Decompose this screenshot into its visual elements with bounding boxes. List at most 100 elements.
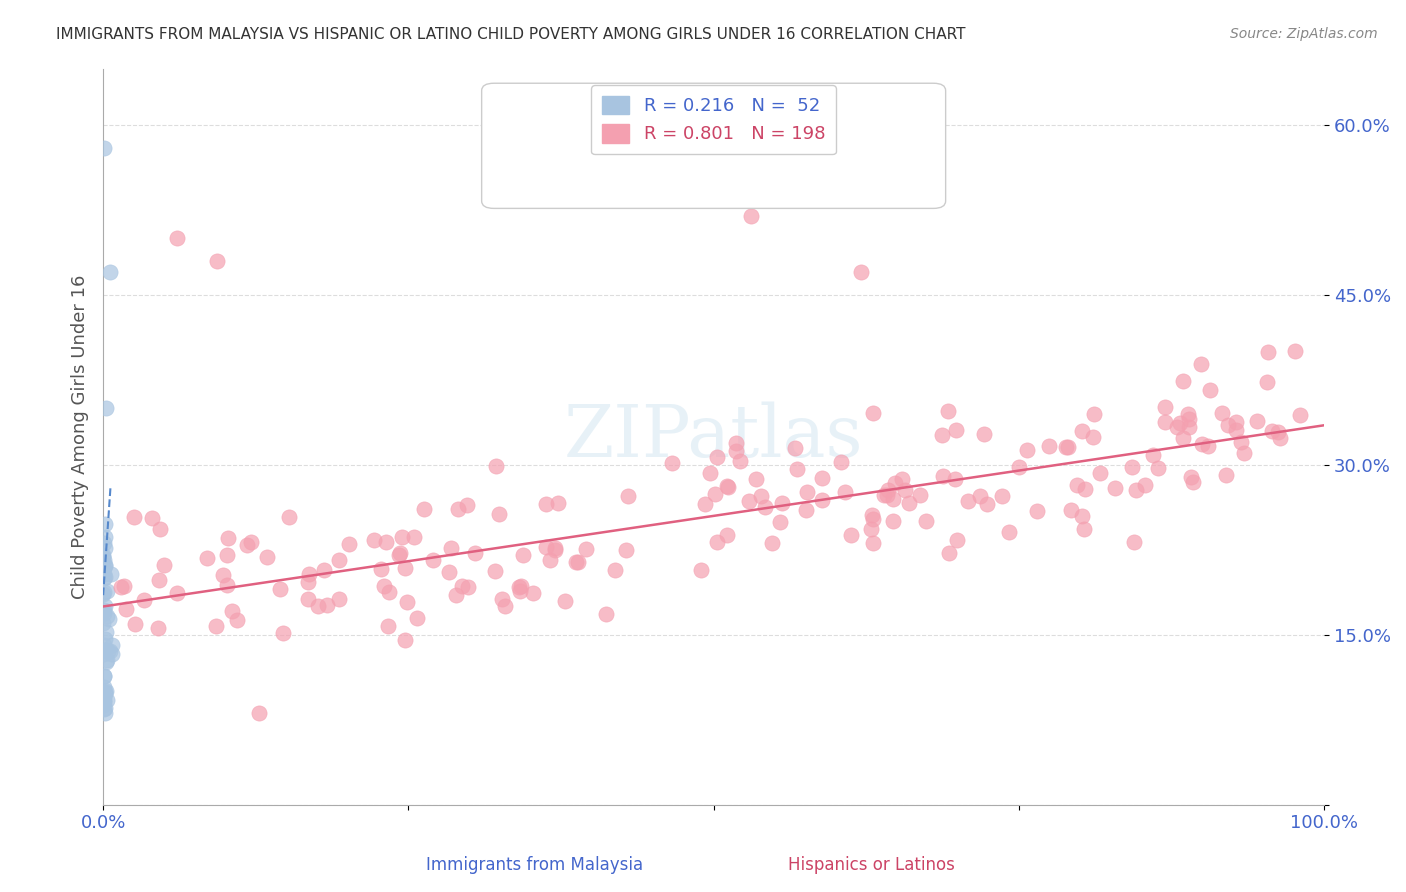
Point [456,498,478,512]
Point [717,480,740,494]
Point [93,669,115,683]
Point [1083,407,1105,421]
Point [96,693,118,707]
Point [834,485,856,500]
Point [337,537,360,551]
Point [215,578,238,592]
Point [725,443,748,458]
Point [661,456,683,470]
Point [388,546,411,560]
Point [97,644,120,658]
Point [141,510,163,524]
Point [91,558,114,573]
Point [93,616,115,631]
Point [93,607,115,621]
Point [166,231,188,245]
Point [908,488,931,502]
Point [328,553,350,567]
Point [1073,522,1095,536]
Point [484,564,506,578]
Point [740,209,762,223]
Point [1122,535,1144,549]
Point [277,510,299,524]
Point [690,563,713,577]
Point [1267,425,1289,440]
Point [149,522,172,536]
Point [375,534,398,549]
Point [796,485,818,500]
Point [915,514,938,528]
Point [728,453,751,467]
Point [761,536,783,550]
Point [391,530,413,544]
Point [544,542,567,557]
Point [1015,443,1038,458]
Point [464,545,486,559]
Point [1225,415,1247,429]
Point [96,584,118,599]
Point [1256,375,1278,389]
Point [536,497,558,511]
Point [860,508,883,523]
Point [770,496,793,510]
Point [1154,400,1177,414]
Point [716,479,738,493]
Point [745,472,768,486]
Point [616,543,638,558]
Point [1181,475,1204,490]
Point [1125,483,1147,497]
Point [110,581,132,595]
Point [898,496,921,510]
Point [197,550,219,565]
Point [247,706,270,720]
Point [297,592,319,607]
Point [512,548,534,562]
Point [997,525,1019,540]
Point [93,584,115,599]
Point [738,493,761,508]
Point [1216,417,1239,432]
Point [297,574,319,589]
Point [236,538,259,552]
Point [882,491,904,506]
Point [1054,441,1077,455]
Point [93,558,115,573]
Point [124,617,146,632]
Point [945,423,967,437]
Point [786,462,808,476]
Point [93,560,115,574]
Point [811,471,834,485]
Point [1071,425,1094,439]
Point [943,472,966,486]
Point [100,566,122,581]
Point [205,619,228,633]
Point [1073,482,1095,496]
Point [1177,407,1199,421]
Point [298,566,321,581]
Point [1197,439,1219,453]
Point [388,548,411,562]
Point [862,512,884,526]
Point [122,509,145,524]
Point [1166,420,1188,434]
Point [547,496,569,510]
Point [1225,423,1247,437]
Point [271,626,294,640]
Point [1008,460,1031,475]
Point [1168,417,1191,431]
Point [94,686,117,700]
Point [872,488,894,502]
Point [93,638,115,652]
Point [93,550,115,565]
Point [166,586,188,600]
Point [1289,408,1312,422]
Point [1121,460,1143,475]
Point [1059,502,1081,516]
Point [976,497,998,511]
Point [451,579,474,593]
Point [1038,439,1060,453]
Point [862,406,884,420]
Point [93,669,115,683]
Point [969,489,991,503]
Point [115,602,138,616]
